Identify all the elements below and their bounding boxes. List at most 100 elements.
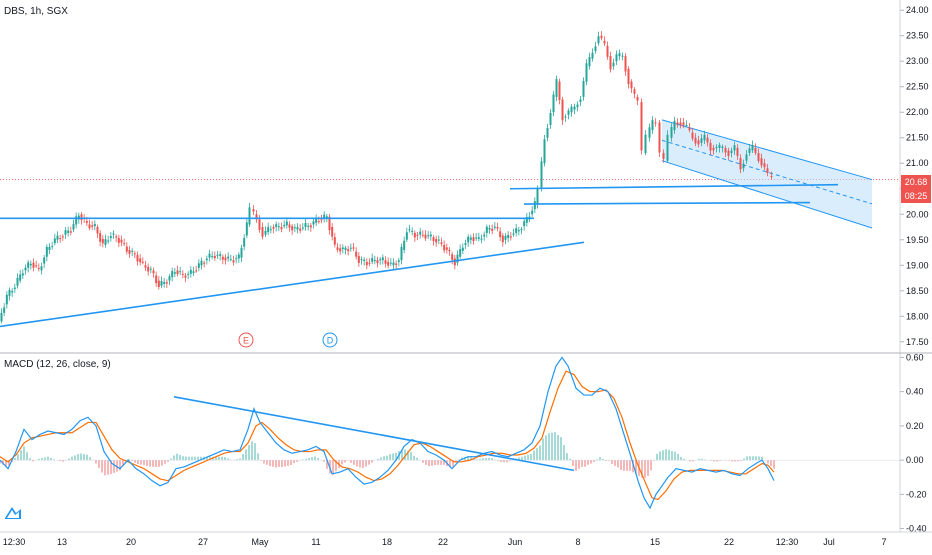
candle-body [117,238,120,243]
price-tick-label: 18.00 [906,311,929,321]
candle-body [32,262,35,268]
candle-body [636,96,639,101]
candle-body [594,46,597,52]
candle-body [525,217,528,223]
candle-body [128,249,131,254]
candle-body [323,214,326,219]
price-tick-label: 22.00 [906,107,929,117]
candle-body [392,262,395,266]
candle-body [600,35,603,39]
candle-body [464,243,467,245]
candle-body [283,224,286,227]
candle-body [408,229,411,231]
candle-body [255,214,258,220]
candle-body [40,266,43,271]
candle-body [640,102,643,151]
channel-median-line [661,139,873,205]
candle-body [658,122,661,153]
candle-body [91,225,94,227]
candle-body [445,247,448,250]
time-tick-label: 13 [57,537,67,547]
candle-body [718,144,721,148]
candle-body [403,240,406,250]
candle-body [189,269,192,274]
candle-body [301,227,304,229]
candle-body [5,294,8,305]
last-price-tag: 20.68 [901,175,931,189]
candle-body [85,221,88,223]
candle-body [432,237,435,241]
candle-body [77,215,80,220]
time-tick-label: 22 [438,537,448,547]
candle-body [517,230,520,232]
candle-body [123,243,126,245]
candle-body [666,134,669,161]
candle-body [721,146,724,148]
candle-body [389,262,392,264]
candle-body [208,253,211,258]
candle-body [712,147,715,151]
price-tick-label: 19.00 [906,260,929,270]
candle-body [676,122,679,125]
candle-body [745,154,748,161]
candle-body [682,122,685,126]
time-tick-label: 15 [650,537,660,547]
candle-body [612,62,615,67]
candle-body [333,237,336,245]
candle-body [200,260,203,266]
candle-body [72,224,75,230]
time-tick-label: 20 [126,537,136,547]
candle-body [331,227,334,237]
time-tick-label: 27 [198,537,208,547]
candle-body [99,232,102,242]
candle-body [157,280,160,287]
candle-body [88,224,91,229]
candle-body [501,235,504,243]
candle-body [179,271,182,273]
candle-body [700,138,703,143]
candle-body [491,228,494,231]
candle-body [469,237,472,240]
time-tick-label: 8 [575,537,580,547]
marker-label: D [327,336,334,346]
candle-body [197,263,200,268]
candle-body [317,221,320,223]
candle-body [733,145,736,151]
candle-body [585,63,588,82]
candle-body [561,99,564,121]
candle-body [757,153,760,161]
candle-body [648,127,651,138]
candle-body [630,81,633,89]
candle-body [437,239,440,241]
candle-body [152,270,155,274]
candle-body [293,227,296,229]
candle-body [435,238,438,243]
candle-body [443,244,446,251]
candle-body [203,262,206,264]
candle-body [141,261,144,263]
candle-body [411,230,414,232]
candle-body [624,56,627,72]
candle-body [227,256,230,259]
candle-body [347,249,350,252]
candle-body [395,263,398,265]
candle-body [606,45,609,57]
candle-body [397,260,400,262]
tradingview-logo-icon[interactable] [4,505,22,521]
candle-body [291,226,294,231]
candle-body [125,246,128,252]
candle-body [507,234,510,239]
candle-body [61,236,64,238]
candle-body [424,234,427,239]
candle-body [171,271,174,278]
time-tick-label: 12:30 [3,537,26,547]
candle-body [627,68,630,85]
candle-body [211,255,214,257]
candle-body [376,260,379,264]
candle-body [37,267,40,269]
candle-body [160,281,163,286]
candle-body [558,81,561,100]
price-tick-label: 23.00 [906,56,929,66]
candle-body [715,147,718,149]
candle-body [582,81,585,97]
